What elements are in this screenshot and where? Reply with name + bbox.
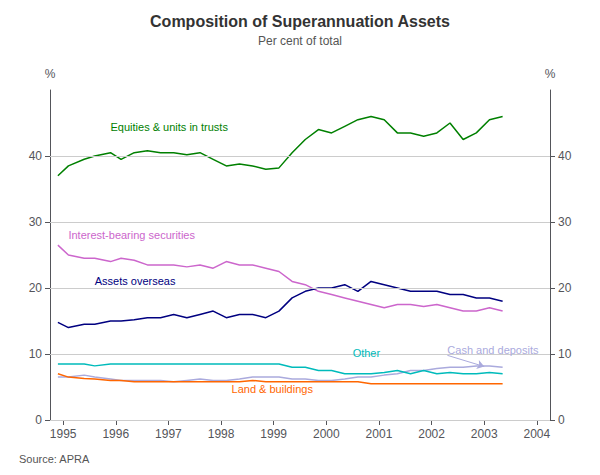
svg-text:Cash and deposits: Cash and deposits xyxy=(447,344,539,356)
svg-text:40: 40 xyxy=(558,149,572,163)
svg-text:1998: 1998 xyxy=(208,427,235,441)
svg-text:20: 20 xyxy=(558,281,572,295)
svg-text:%: % xyxy=(45,67,56,81)
svg-text:1999: 1999 xyxy=(260,427,287,441)
svg-text:Interest-bearing securities: Interest-bearing securities xyxy=(68,229,195,241)
svg-text:Other: Other xyxy=(353,347,381,359)
svg-text:2002: 2002 xyxy=(418,427,445,441)
svg-text:30: 30 xyxy=(29,215,43,229)
svg-text:2001: 2001 xyxy=(366,427,393,441)
svg-text:1997: 1997 xyxy=(155,427,182,441)
svg-text:2003: 2003 xyxy=(471,427,498,441)
svg-text:Per cent of total: Per cent of total xyxy=(258,34,342,48)
svg-text:10: 10 xyxy=(29,347,43,361)
svg-text:1996: 1996 xyxy=(102,427,129,441)
svg-text:2004: 2004 xyxy=(523,427,550,441)
svg-text:2000: 2000 xyxy=(313,427,340,441)
svg-text:0: 0 xyxy=(35,413,42,427)
svg-text:0: 0 xyxy=(558,413,565,427)
svg-text:Equities & units in trusts: Equities & units in trusts xyxy=(111,121,229,133)
svg-text:20: 20 xyxy=(29,281,43,295)
svg-text:Land & buildings: Land & buildings xyxy=(232,383,314,395)
svg-text:Assets overseas: Assets overseas xyxy=(95,275,176,287)
svg-text:Composition of Superannuation: Composition of Superannuation Assets xyxy=(150,13,450,30)
svg-text:1995: 1995 xyxy=(50,427,77,441)
svg-text:10: 10 xyxy=(558,347,572,361)
svg-text:30: 30 xyxy=(558,215,572,229)
svg-text:40: 40 xyxy=(29,149,43,163)
svg-text:%: % xyxy=(545,67,556,81)
svg-text:Source: APRA: Source: APRA xyxy=(19,453,90,465)
